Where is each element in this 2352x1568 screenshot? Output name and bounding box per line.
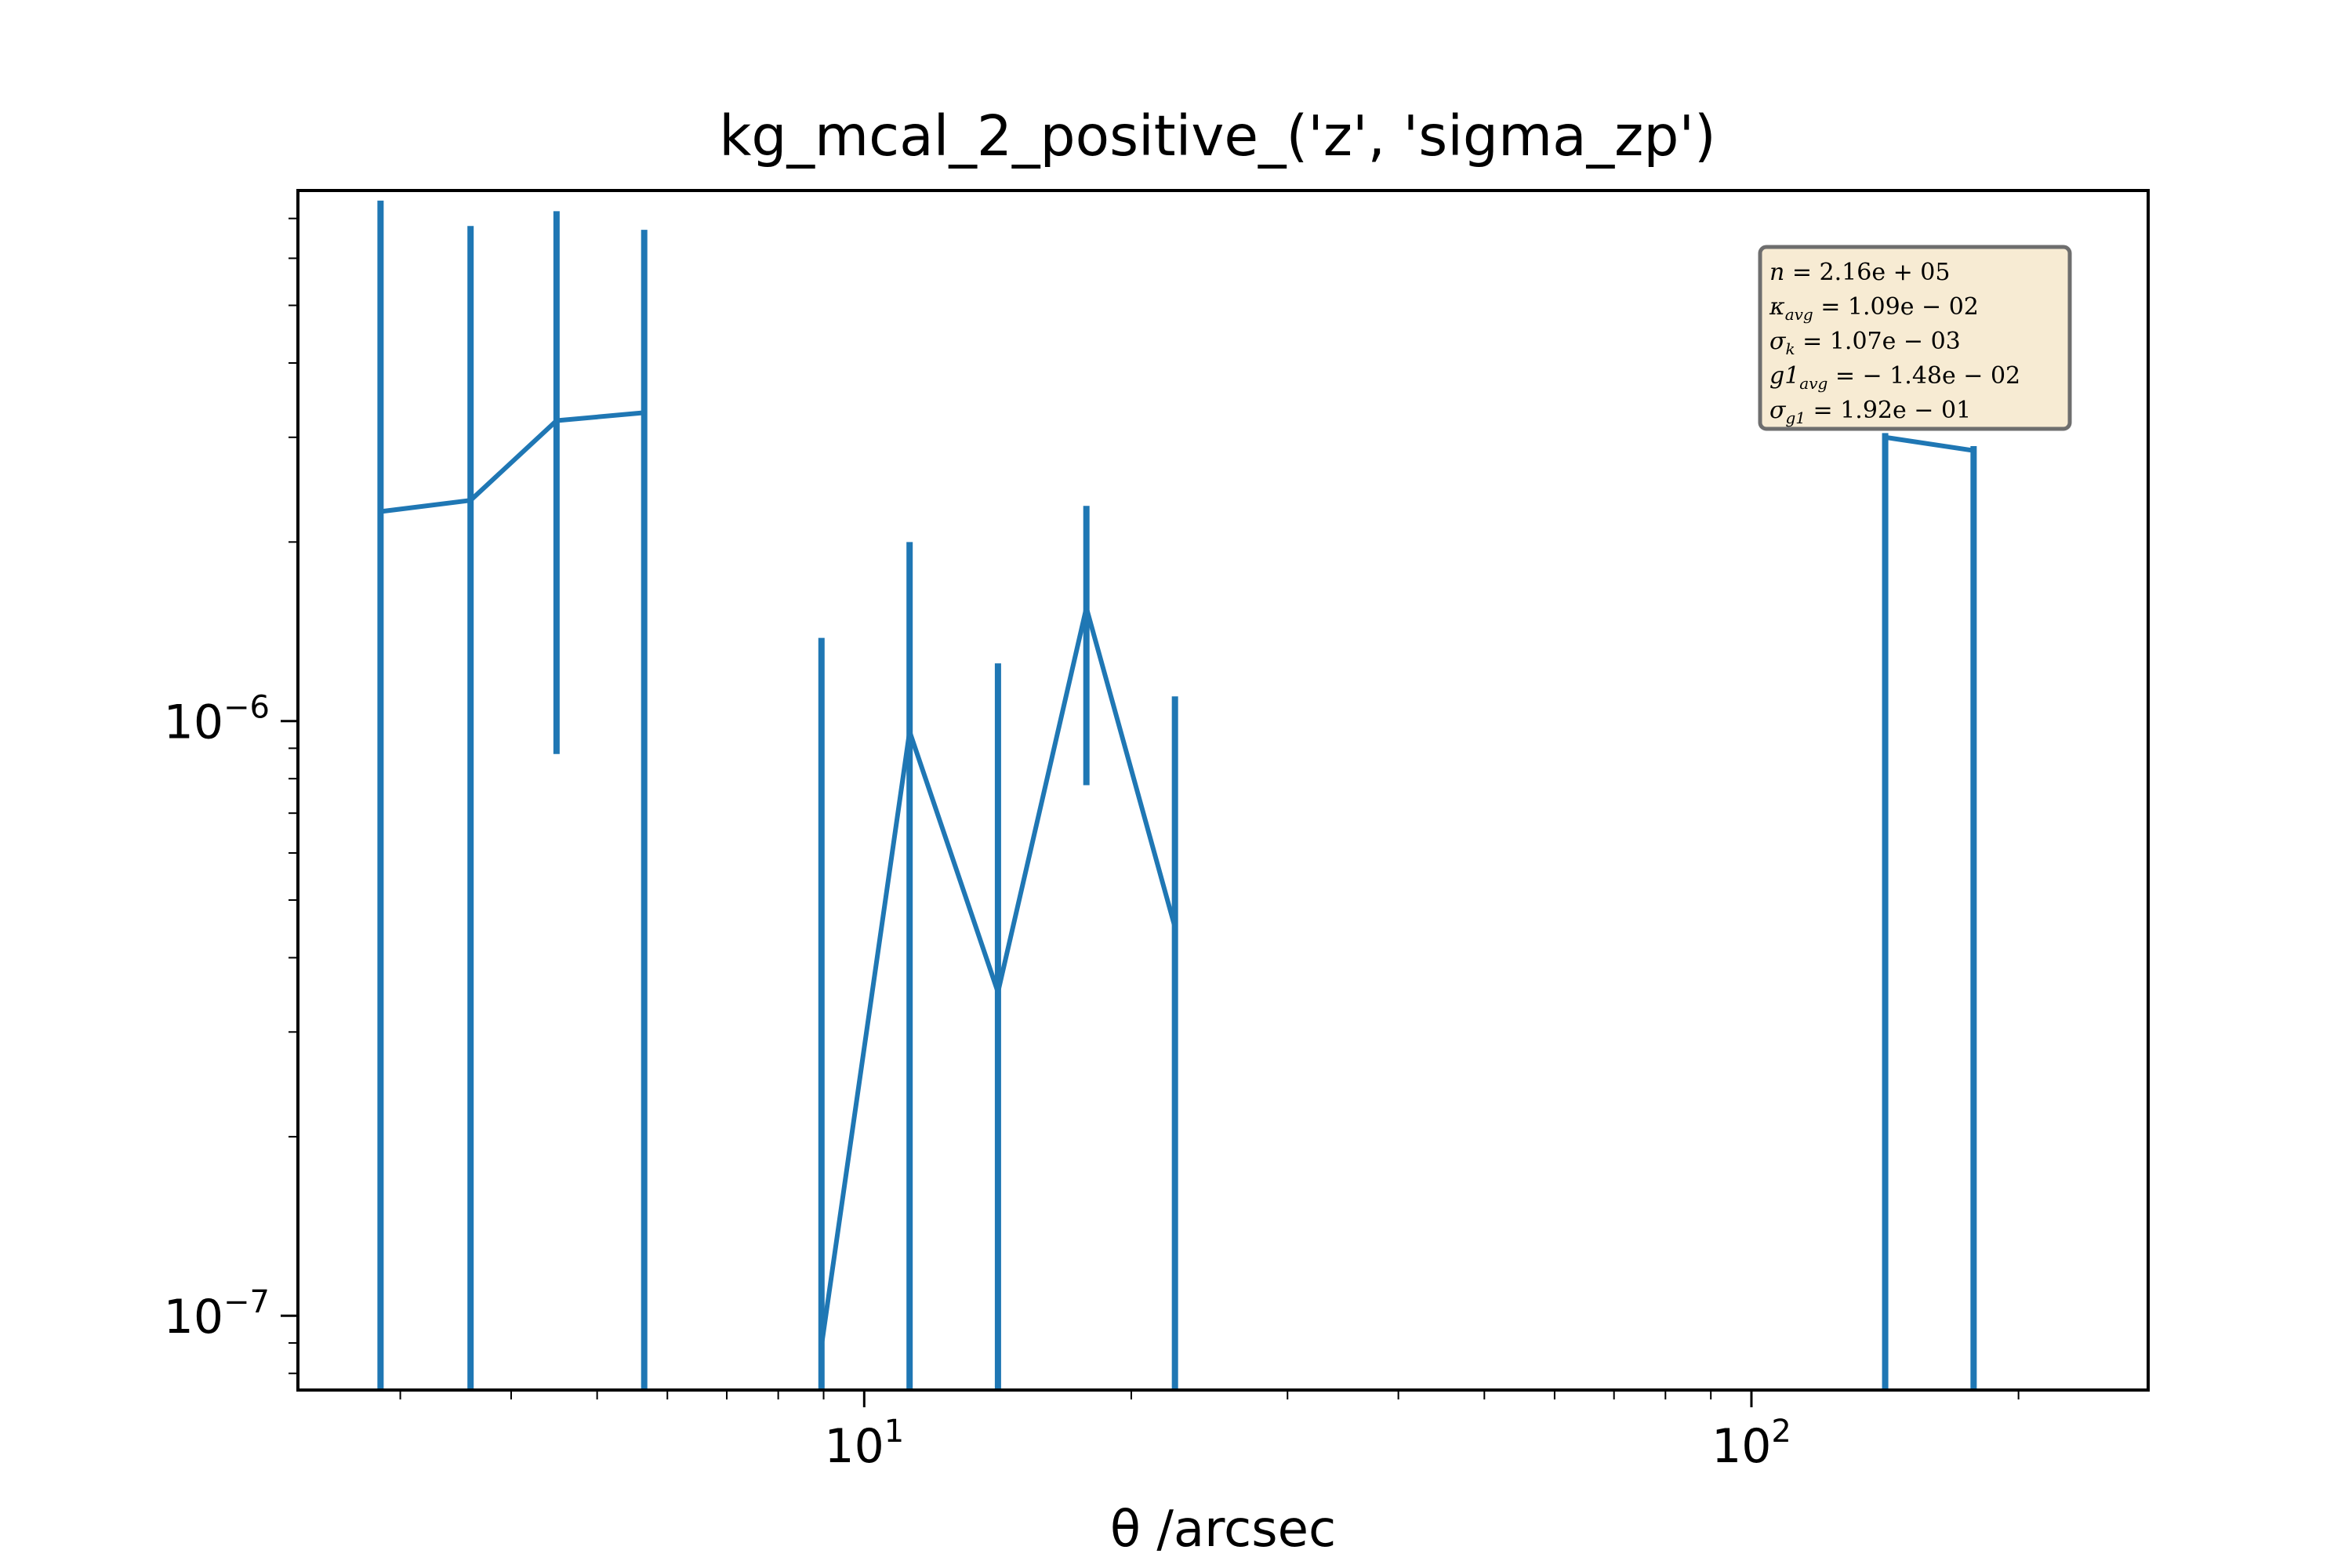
data-point (1172, 924, 1178, 930)
data-point (1882, 434, 1888, 440)
stats-box: n = 2.16e + 05 κavg = 1.09e − 02 σk = 1.07… (1758, 245, 2072, 431)
data-point (1083, 605, 1089, 611)
x-axis: 101 102 (399, 1390, 2020, 1474)
stats-entry: n = 2.16e + 05 (1769, 259, 1950, 286)
data-point (554, 418, 559, 423)
data-point (907, 729, 913, 735)
x-tick-label: 101 (824, 1414, 904, 1474)
stats-entry: σg1 = 1.92e − 01 (1769, 397, 1971, 427)
stats-entry: σk = 1.07e − 03 (1769, 328, 1961, 358)
series-line-segment (1885, 434, 1974, 453)
y-tick-label: 10−6 (164, 690, 270, 750)
chart-title: kg_mcal_2_positive_('z', 'sigma_zp') (719, 103, 1715, 169)
data-point (818, 1343, 824, 1348)
plot-content (377, 200, 1977, 1390)
y-axis: 10−7 10−6 (164, 217, 298, 1374)
data-point (1971, 448, 1976, 453)
data-point (378, 509, 383, 514)
stats-box-background (1758, 245, 2072, 431)
series-line-segment (380, 410, 644, 514)
x-axis-label: θ /arcsec (1110, 1501, 1336, 1559)
data-point (641, 410, 647, 416)
data-point (995, 989, 1000, 995)
y-tick-label: 10−7 (164, 1284, 270, 1345)
stats-entry: κavg = 1.09e − 02 (1769, 293, 1979, 324)
plot-frame (296, 189, 2150, 1392)
x-tick-label: 102 (1711, 1414, 1791, 1474)
data-point (468, 498, 474, 503)
stats-entry: g1avg = − 1.48e − 02 (1769, 362, 2020, 393)
